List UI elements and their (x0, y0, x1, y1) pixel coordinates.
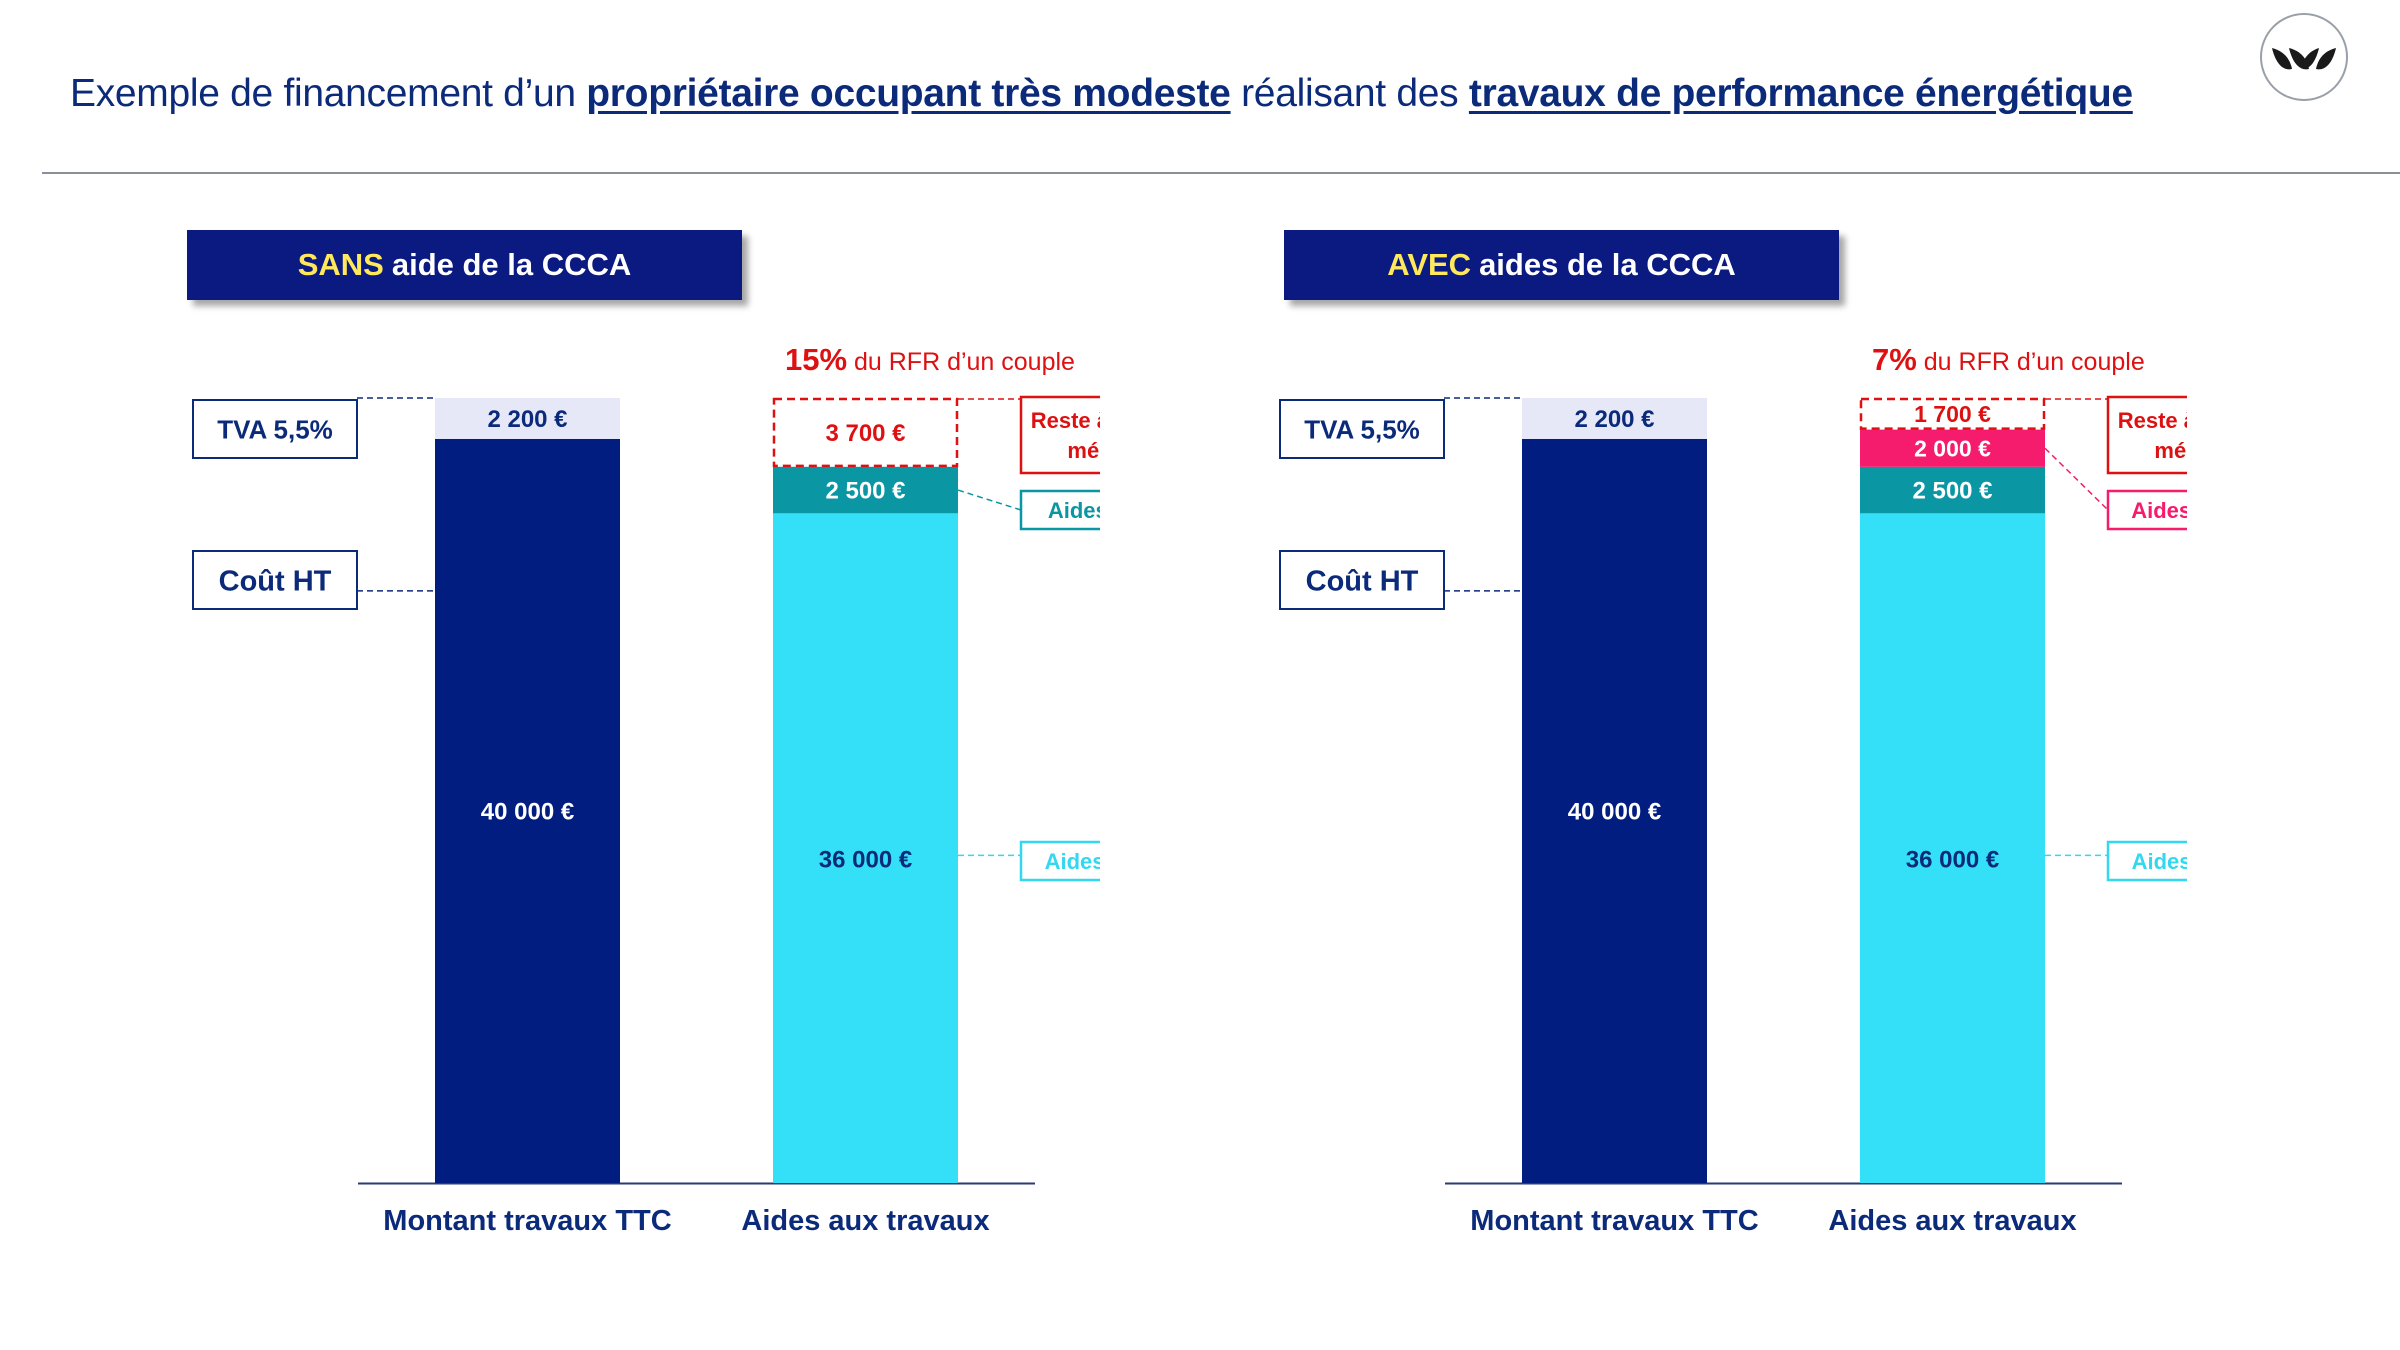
left-label-box-tva-5-5 (192, 399, 358, 459)
bar-2-segment-reste-a-charge-menage (772, 397, 959, 468)
banner-with-ccca: AVEC aides de la CCCA (1284, 230, 1839, 300)
data-label-2-000: 2 000 € (1914, 436, 1991, 462)
tag-box-aides-anah (2106, 840, 2187, 882)
bar-1-segment-40-000 (1522, 438, 1707, 1183)
bar-1-segment-2-200 (1522, 398, 1707, 439)
left-label-tva-5-5: TVA 5,5% (217, 414, 333, 444)
left-label-cout-ht: Coût HT (219, 565, 332, 597)
left-label-box-tva-5-5 (1279, 399, 1445, 459)
rfr-text: du RFR d’un couple (847, 348, 1075, 376)
chart-without-ccca: Montant travaux TTC Aides aux travaux 40 0… (192, 342, 1100, 1237)
title-highlight-owner: propriétaire occupant très modeste (586, 72, 1231, 115)
category-label-aides-aux-travaux: Aides aux travaux (1828, 1205, 2076, 1237)
banner-text: aides de la CCCA (1479, 247, 1736, 282)
category-label-montant-travaux-ttc: Montant travaux TTC (383, 1205, 671, 1237)
title-middle: réalisant des (1241, 72, 1459, 115)
bar-2-segment-aides-anah (773, 513, 958, 1183)
tag-box-aides-cd76 (1019, 489, 1100, 531)
bar-2-segment-aides-anah (1860, 513, 2045, 1183)
tag-label-reste-a-charge-menage-line2: ménage (1067, 438, 1100, 463)
title-divider (42, 172, 2400, 174)
data-label-2-200: 2 200 € (1574, 406, 1654, 433)
tag-label-reste-a-charge-menage-line1: Reste à charge (2118, 408, 2187, 433)
bar-2-segment-aides-cd76 (773, 466, 958, 514)
tag-label-aides-anah: Aides ANAH (1045, 849, 1100, 874)
tag-box-aides-anah (1019, 840, 1100, 882)
tag-box-reste-a-charge-menage (1019, 395, 1100, 475)
tag-label-aides-anah: Aides ANAH (2132, 849, 2187, 874)
connector-aides-ccca (2044, 447, 2109, 511)
banner-text: aide de la CCCA (391, 247, 632, 282)
data-label-40-000: 40 000 € (481, 799, 574, 826)
tag-label-reste-a-charge-menage-line1: Reste à charge (1031, 408, 1100, 433)
banner-keyword: SANS (297, 247, 384, 282)
title-prefix: Exemple de financement d’un (70, 72, 576, 115)
data-label-36-000: 36 000 € (1906, 846, 1999, 873)
tag-box-reste-a-charge-menage (2106, 395, 2187, 475)
rfr-annotation: 7% du RFR d’un couple (1872, 342, 2145, 377)
category-label-montant-travaux-ttc: Montant travaux TTC (1470, 1205, 1758, 1237)
data-label-1-700: 1 700 € (1914, 401, 1991, 427)
left-label-box-cout-ht (1279, 550, 1445, 610)
data-label-2-200: 2 200 € (487, 406, 567, 433)
banner-keyword: AVEC (1387, 247, 1472, 282)
panel-without-ccca: SANS aide de la CCCA Montant travaux TTC… (0, 0, 1100, 1350)
panel-with-ccca: AVEC aides de la CCCA Montant travaux TT… (1087, 0, 2187, 1350)
bar-1-segment-40-000 (435, 438, 620, 1183)
data-label-3-700: 3 700 € (825, 420, 905, 447)
bar-2-segment-aides-ccca (1860, 429, 2045, 467)
bar-2-segment-reste-a-charge-menage (1859, 397, 2046, 430)
tag-box-aides-ccca (2106, 489, 2187, 531)
banner-without-ccca: SANS aide de la CCCA (187, 230, 742, 300)
title-highlight-works: travaux de performance énergétique (1468, 72, 2133, 115)
data-label-2-500: 2 500 € (825, 478, 905, 505)
page-title: Exemple de financement d’un propriétaire… (70, 72, 2133, 116)
leaves-logo-icon (2260, 13, 2348, 101)
left-label-tva-5-5: TVA 5,5% (1304, 414, 1420, 444)
rfr-text: du RFR d’un couple (1917, 348, 2145, 376)
rfr-percentage: 7% (1872, 342, 1917, 377)
left-label-box-cout-ht (192, 550, 358, 610)
chart-with-ccca: Montant travaux TTC Aides aux travaux 40 0… (1279, 342, 2187, 1237)
rfr-percentage: 15% (785, 342, 847, 377)
category-label-aides-aux-travaux: Aides aux travaux (741, 1205, 989, 1237)
bar-2-segment-2-500 (1860, 466, 2045, 514)
data-label-2-500: 2 500 € (1912, 478, 1992, 505)
left-label-cout-ht: Coût HT (1306, 565, 1419, 597)
connector-aides-cd76 (957, 489, 1022, 511)
tag-label-aides-cd76: Aides CD76 (1048, 498, 1100, 523)
tag-label-reste-a-charge-menage-line2: ménage (2154, 438, 2187, 463)
rfr-annotation: 15% du RFR d’un couple (785, 342, 1075, 377)
data-label-40-000: 40 000 € (1568, 799, 1661, 826)
tag-label-aides-ccca: Aides CCCA (2131, 498, 2187, 523)
bar-1-segment-2-200 (435, 398, 620, 439)
data-label-36-000: 36 000 € (819, 846, 912, 873)
